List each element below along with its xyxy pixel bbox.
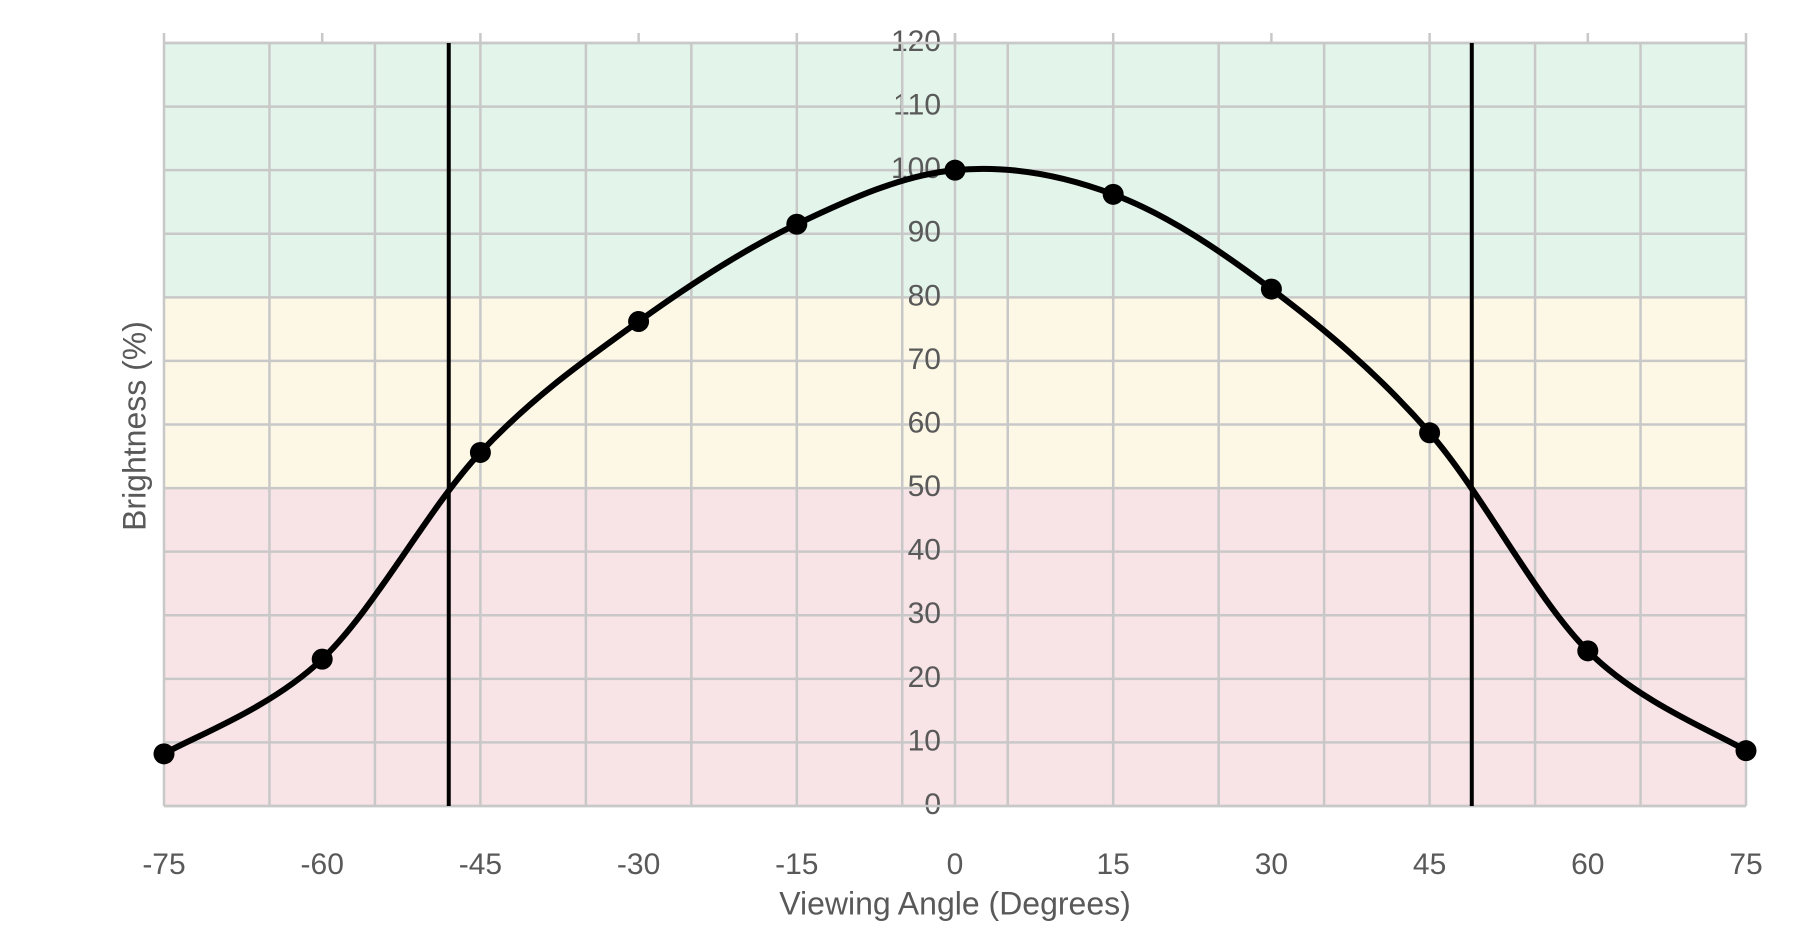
marks (153, 43, 1757, 806)
x-tick-label: 60 (1571, 848, 1604, 881)
y-tick-label: 30 (908, 597, 941, 630)
y-tick-label: 50 (908, 470, 941, 503)
point (469, 441, 491, 463)
y-tick-label: 40 (908, 534, 941, 567)
x-tick-label: -75 (142, 848, 185, 881)
y-tick-label: 60 (908, 406, 941, 439)
y-tick-label: 110 (893, 89, 941, 122)
point (628, 310, 650, 332)
y-tick-label: 20 (908, 661, 941, 694)
x-axis-title: Viewing Angle (Degrees) (779, 885, 1131, 921)
point (1577, 640, 1599, 662)
point (153, 743, 175, 765)
y-tick-label: 120 (891, 25, 941, 58)
point (311, 648, 333, 670)
x-tick-label: -60 (301, 848, 344, 881)
y-tick-label: 70 (908, 343, 941, 376)
y-tick-label: 0 (924, 788, 941, 821)
y-tick-label: 80 (908, 279, 941, 312)
x-tick-label: -45 (459, 848, 502, 881)
point (786, 213, 808, 235)
point (944, 159, 966, 181)
x-tick-label: 0 (947, 848, 964, 881)
point (1735, 740, 1757, 762)
x-tick-label: 15 (1097, 848, 1130, 881)
x-tick-label: 30 (1255, 848, 1288, 881)
y-tick-label: 10 (908, 724, 941, 757)
x-tick-label: -15 (775, 848, 818, 881)
y-tick-label: 90 (908, 216, 941, 249)
point (1102, 183, 1124, 205)
x-tick-label: 75 (1729, 848, 1762, 881)
y-axis-title: Brightness (%) (116, 321, 152, 531)
point (1419, 422, 1441, 444)
point (1260, 278, 1282, 300)
x-tick-label: 45 (1413, 848, 1446, 881)
x-tick-label: -30 (617, 848, 660, 881)
